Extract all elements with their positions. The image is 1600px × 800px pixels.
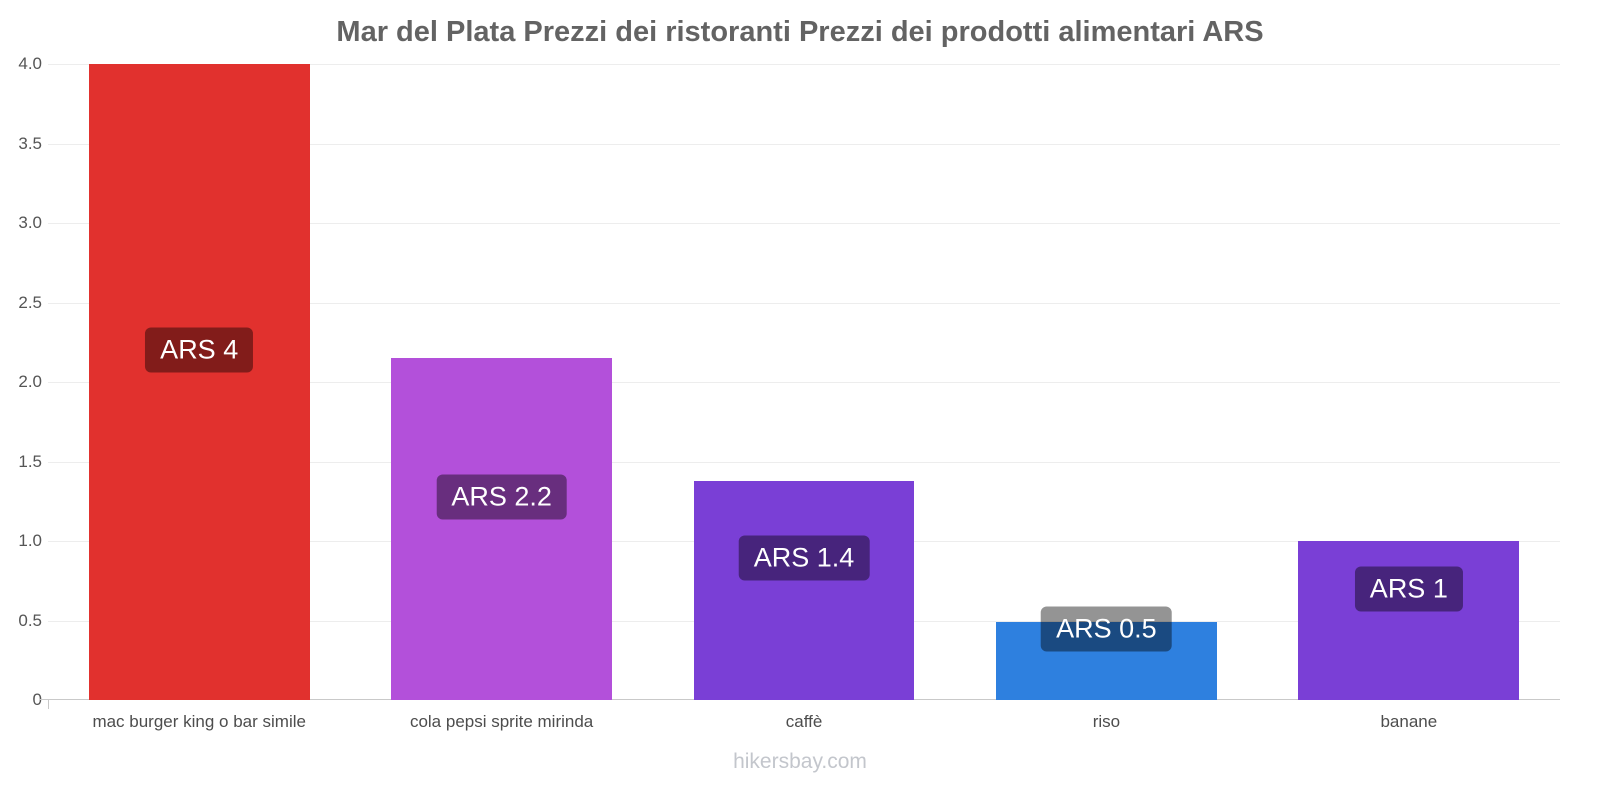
bar-slot: ARS 2.2 xyxy=(350,64,652,700)
y-tick-label: 1.0 xyxy=(18,531,42,550)
y-tick-label: 2.0 xyxy=(18,372,42,391)
y-axis: 0 0.5 1.0 1.5 2.0 2.5 3.0 3.5 4.0 xyxy=(6,54,42,709)
bar-slot: ARS 4 xyxy=(48,64,350,700)
gridline xyxy=(48,223,1560,224)
y-tick-label: 3.0 xyxy=(18,213,42,232)
x-axis-label: banane xyxy=(1380,712,1438,731)
bars-container: ARS 4 ARS 2.2 ARS 1.4 ARS 0.5 ARS 1 xyxy=(48,64,1560,700)
x-axis-label: cola pepsi sprite mirinda xyxy=(409,712,594,731)
x-axis-labels: mac burger king o bar simile cola pepsi s… xyxy=(48,712,1560,732)
gridline xyxy=(48,143,1560,145)
bar-value-label: ARS 2.2 xyxy=(436,474,567,520)
footer-link[interactable]: hikersbay.com xyxy=(733,750,867,773)
bar-slot: ARS 1.4 xyxy=(653,64,955,700)
x-axis-label: riso xyxy=(1092,712,1121,731)
bar-2[interactable]: ARS 2.2 xyxy=(391,358,612,700)
bar-value-label: ARS 4 xyxy=(145,327,254,373)
y-tick-label: 3.5 xyxy=(18,133,42,153)
y-tick-label: 0.5 xyxy=(18,610,42,630)
y-tick-label: 2.5 xyxy=(18,292,42,312)
bar-value-label: ARS 0.5 xyxy=(1041,606,1172,652)
x-axis-label: mac burger king o bar simile xyxy=(92,712,306,731)
y-tick-label: 1.5 xyxy=(18,451,42,471)
gridline xyxy=(48,461,1560,463)
chart-title: Mar del Plata Prezzi dei ristoranti Prez… xyxy=(336,16,1264,48)
bar-value-label: ARS 1 xyxy=(1354,566,1463,611)
bar-1[interactable]: ARS 4 xyxy=(88,64,310,700)
gridline xyxy=(48,382,1560,383)
bar-slot: ARS 1 xyxy=(1258,64,1560,700)
origin-tick xyxy=(48,700,49,709)
plot-area: ARS 4 ARS 2.2 ARS 1.4 ARS 0.5 ARS 1 xyxy=(40,64,1560,709)
bar-5[interactable]: ARS 1 xyxy=(1298,541,1520,700)
gridline xyxy=(48,64,1560,65)
gridline xyxy=(48,302,1560,304)
bar-3[interactable]: ARS 1.4 xyxy=(693,480,915,700)
y-tick-label: 4.0 xyxy=(18,54,42,73)
y-tick-label: 0 xyxy=(32,690,42,709)
bar-value-label: ARS 1.4 xyxy=(738,535,870,581)
x-axis-label: caffè xyxy=(785,712,823,731)
bar-slot: ARS 0.5 xyxy=(955,64,1257,700)
bar-4[interactable]: ARS 0.5 xyxy=(996,606,1217,700)
